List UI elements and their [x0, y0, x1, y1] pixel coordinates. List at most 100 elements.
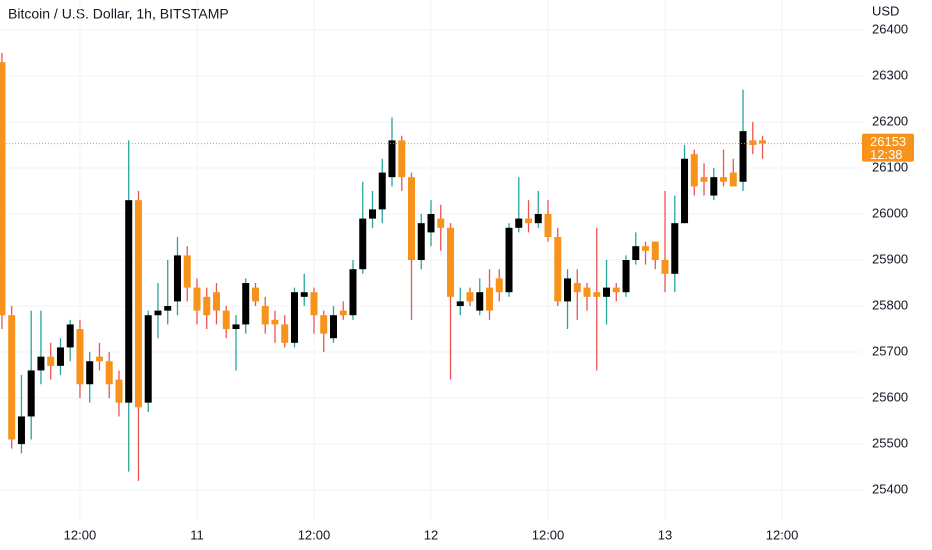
candle-body — [359, 218, 367, 270]
candle-body — [612, 287, 620, 293]
candle-body — [154, 310, 162, 316]
y-tick-label: 26300 — [872, 67, 908, 82]
candle-body — [134, 200, 142, 408]
candle-body — [339, 310, 347, 316]
currency-label: USD — [872, 3, 899, 18]
candle-body — [242, 283, 250, 325]
candle-body — [671, 223, 679, 274]
candle-body — [544, 213, 552, 237]
candle-body — [222, 310, 230, 330]
candle-body — [86, 361, 94, 385]
candle-body — [300, 292, 308, 297]
x-tick-label: 12:00 — [64, 527, 97, 542]
candle-body — [681, 158, 689, 224]
candle-body — [720, 177, 728, 182]
candle-body — [407, 177, 415, 260]
y-tick-label: 25800 — [872, 297, 908, 312]
y-tick-label: 25700 — [872, 343, 908, 358]
candle-body — [388, 140, 396, 178]
candle-body — [47, 356, 55, 366]
candle-body — [66, 324, 74, 348]
candle-body — [310, 292, 318, 316]
candle-body — [193, 287, 201, 311]
candle-body — [232, 324, 240, 330]
candle-body — [495, 278, 503, 293]
candle-body — [564, 278, 572, 302]
candle-body — [261, 306, 269, 325]
last-price-box — [862, 133, 914, 162]
candle-body — [281, 324, 289, 343]
candle-body — [603, 287, 611, 297]
candle-body — [632, 246, 640, 260]
candle-body — [173, 255, 181, 302]
candle-body — [144, 315, 152, 403]
candle-body — [164, 306, 172, 311]
candle-body — [125, 200, 133, 403]
candle-body — [183, 255, 191, 288]
chart-title: Bitcoin / U.S. Dollar, 1h, BITSTAMP — [8, 6, 229, 22]
candle-body — [251, 287, 259, 302]
x-tick-label: 13 — [658, 527, 672, 542]
candle-body — [271, 319, 279, 325]
last-price-label: 26153 — [870, 134, 906, 149]
candle-body — [212, 292, 220, 311]
candle-body — [115, 379, 123, 403]
candle-body — [27, 370, 35, 417]
x-tick-label: 11 — [190, 527, 204, 542]
candle-body — [476, 292, 484, 311]
countdown-label: 12:38 — [870, 147, 903, 162]
candle-body — [8, 315, 16, 440]
y-tick-label: 26200 — [872, 113, 908, 128]
x-tick-label: 12:00 — [532, 527, 565, 542]
candle-body — [329, 315, 337, 339]
candle-body — [642, 246, 650, 251]
candle-body — [427, 213, 435, 233]
candle-body — [710, 177, 718, 196]
candle-body — [203, 296, 211, 316]
candle-body — [622, 260, 630, 293]
candle-body — [515, 218, 523, 228]
candle-body — [573, 283, 581, 293]
candle-body — [729, 172, 737, 187]
candle-body — [759, 140, 767, 144]
candle-body — [700, 177, 708, 182]
candle-body — [378, 172, 386, 210]
candle-body — [368, 209, 376, 219]
candle-body — [349, 269, 357, 316]
candle-body — [76, 329, 84, 385]
candle-body — [398, 140, 406, 178]
candle-body — [95, 356, 103, 362]
candle-body — [486, 287, 494, 311]
candle-body — [437, 218, 445, 228]
x-tick-label: 12:00 — [766, 527, 799, 542]
candle-body — [17, 416, 25, 445]
candle-body — [56, 347, 64, 366]
candle-body — [105, 361, 113, 385]
y-tick-label: 25500 — [872, 436, 908, 451]
x-tick-label: 12:00 — [298, 527, 331, 542]
candle-body — [554, 236, 562, 302]
y-tick-label: 26400 — [872, 21, 908, 36]
x-tick-label: 12 — [424, 527, 438, 542]
candle-body — [456, 301, 464, 307]
candle-body — [593, 292, 601, 297]
candle-body — [690, 154, 698, 187]
candle-body — [749, 140, 757, 145]
candle-body — [320, 315, 328, 334]
y-tick-label: 25900 — [872, 251, 908, 266]
candle-body — [525, 218, 533, 224]
candle-body — [505, 227, 513, 293]
candle-body — [534, 213, 542, 224]
candle-body — [583, 287, 591, 297]
candle-body — [290, 292, 298, 343]
candle-body — [651, 241, 659, 260]
y-tick-label: 26100 — [872, 159, 908, 174]
candle-body — [447, 227, 455, 297]
y-tick-label: 25400 — [872, 482, 908, 497]
candle-body — [739, 131, 747, 182]
candle-body — [37, 356, 45, 371]
candle-body — [466, 292, 474, 302]
y-tick-label: 26000 — [872, 205, 908, 220]
candle-body — [0, 62, 6, 316]
